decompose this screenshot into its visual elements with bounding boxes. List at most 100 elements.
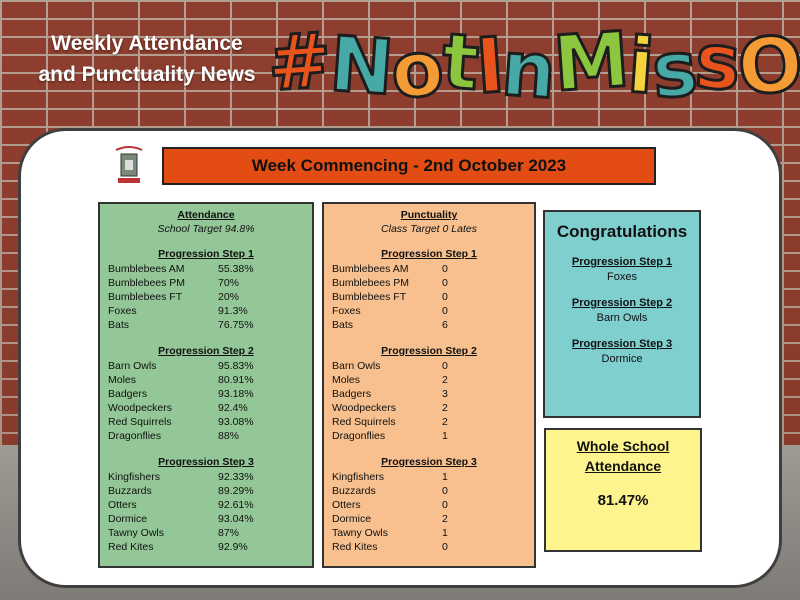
title-line-1: Weekly Attendance: [51, 32, 243, 55]
class-name: Buzzards: [108, 485, 152, 497]
attendance-value: 93.18%: [218, 388, 254, 400]
punctuality-value: 0: [442, 499, 448, 511]
punctuality-value: 2: [442, 513, 448, 525]
congrats-step: Progression Step 1: [571, 256, 673, 268]
punctuality-value: 1: [442, 471, 448, 483]
class-name: Bumblebees AM: [108, 263, 185, 275]
punctuality-value: 6: [442, 319, 448, 331]
class-name: Red Squirrels: [108, 416, 172, 428]
attendance-step-title: Progression Step 3: [158, 456, 254, 468]
attendance-value: 70%: [218, 277, 240, 289]
attendance-row: Otters 92.61%: [100, 498, 312, 512]
title-line-2: and Punctuality News: [38, 63, 256, 86]
class-name: Buzzards: [332, 485, 376, 497]
punctuality-row: Dragonflies 1: [324, 429, 534, 443]
punctuality-value: 1: [442, 430, 448, 442]
whole-school-value: 81.47%: [597, 492, 649, 509]
attendance-value: 92.4%: [218, 402, 248, 414]
attendance-row: Buzzards 89.29%: [100, 484, 312, 498]
punctuality-value: 0: [442, 291, 448, 303]
punctuality-row: Bumblebees PM 0: [324, 276, 534, 290]
class-name: Bumblebees FT: [108, 291, 183, 303]
congratulations-panel: Congratulations Progression Step 1 Foxes P…: [543, 210, 701, 418]
attendance-row: Bumblebees PM 70%: [100, 276, 312, 290]
punctuality-row: Bats 6: [324, 318, 534, 332]
attendance-value: 20%: [218, 291, 240, 303]
attendance-value: 87%: [218, 527, 240, 539]
class-name: Kingfishers: [332, 471, 384, 483]
congrats-step: Progression Step 2: [571, 297, 673, 309]
class-name: Foxes: [332, 305, 361, 317]
attendance-row: Kingfishers 92.33%: [100, 470, 312, 484]
class-name: Tawny Owls: [108, 527, 165, 539]
punctuality-value: 0: [442, 360, 448, 372]
punctuality-panel: Punctuality Class Target 0 Lates Progres…: [322, 202, 536, 568]
class-name: Red Kites: [108, 541, 154, 553]
attendance-row: Red Kites 92.9%: [100, 540, 312, 554]
attendance-row: Moles 80.91%: [100, 373, 312, 387]
class-name: Badgers: [332, 388, 372, 400]
week-commencing-banner: Week Commencing - 2nd October 2023: [162, 147, 656, 185]
congrats-step: Progression Step 3: [571, 338, 673, 350]
punctuality-row: Dormice 2: [324, 512, 534, 526]
punctuality-value: 0: [442, 541, 448, 553]
congrats-class: Dormice: [601, 353, 643, 365]
punctuality-row: Bumblebees AM 0: [324, 262, 534, 276]
attendance-row: Barn Owls 95.83%: [100, 359, 312, 373]
attendance-value: 92.61%: [218, 499, 254, 511]
class-name: Otters: [108, 499, 137, 511]
class-name: Bumblebees AM: [332, 263, 409, 275]
punctuality-heading: Punctuality: [400, 209, 458, 221]
punctuality-row: Otters 0: [324, 498, 534, 512]
attendance-step-title: Progression Step 2: [158, 345, 254, 357]
class-name: Woodpeckers: [332, 402, 397, 414]
class-name: Bats: [108, 319, 130, 331]
class-name: Tawny Owls: [332, 527, 389, 539]
punctuality-row: Moles 2: [324, 373, 534, 387]
attendance-value: 55.38%: [218, 263, 254, 275]
attendance-row: Bats 76.75%: [100, 318, 312, 332]
hashtag-letter: #: [263, 13, 334, 109]
class-name: Dragonflies: [332, 430, 386, 442]
punctuality-step-title: Progression Step 1: [381, 248, 477, 260]
class-name: Bumblebees PM: [332, 277, 410, 289]
punctuality-row: Red Kites 0: [324, 540, 534, 554]
attendance-value: 76.75%: [218, 319, 254, 331]
class-name: Dormice: [108, 513, 148, 525]
class-name: Moles: [108, 374, 137, 386]
attendance-row: Woodpeckers 92.4%: [100, 401, 312, 415]
attendance-row: Dragonflies 88%: [100, 429, 312, 443]
attendance-value: 91.3%: [218, 305, 248, 317]
punctuality-value: 2: [442, 402, 448, 414]
punctuality-value: 1: [442, 527, 448, 539]
punctuality-value: 2: [442, 374, 448, 386]
class-name: Moles: [332, 374, 361, 386]
class-name: Woodpeckers: [108, 402, 173, 414]
congrats-class: Foxes: [607, 271, 637, 283]
attendance-value: 89.29%: [218, 485, 254, 497]
punctuality-row: Bumblebees FT 0: [324, 290, 534, 304]
hashtag-letter: O: [734, 17, 800, 113]
punctuality-row: Badgers 3: [324, 387, 534, 401]
class-name: Barn Owls: [108, 360, 157, 372]
attendance-row: Dormice 93.04%: [100, 512, 312, 526]
punctuality-row: Foxes 0: [324, 304, 534, 318]
punctuality-row: Tawny Owls 1: [324, 526, 534, 540]
attendance-target: School Target 94.8%: [157, 223, 255, 235]
attendance-panel: Attendance School Target 94.8% Progressi…: [98, 202, 314, 568]
punctuality-value: 0: [442, 277, 448, 289]
attendance-row: Foxes 91.3%: [100, 304, 312, 318]
newsletter-title: Weekly Attendance and Punctuality News: [22, 28, 272, 90]
punctuality-value: 3: [442, 388, 448, 400]
hashtag-letter: n: [497, 22, 558, 117]
congratulations-title: Congratulations: [556, 222, 688, 241]
class-name: Dormice: [332, 513, 372, 525]
punctuality-value: 0: [442, 263, 448, 275]
punctuality-target: Class Target 0 Lates: [381, 223, 477, 235]
class-name: Dragonflies: [108, 430, 162, 442]
class-name: Badgers: [108, 388, 148, 400]
hashtag-logo: #NotInMissOut: [263, 6, 800, 126]
school-crest-icon: [115, 146, 143, 183]
punctuality-step-title: Progression Step 3: [381, 456, 477, 468]
punctuality-row: Barn Owls 0: [324, 359, 534, 373]
